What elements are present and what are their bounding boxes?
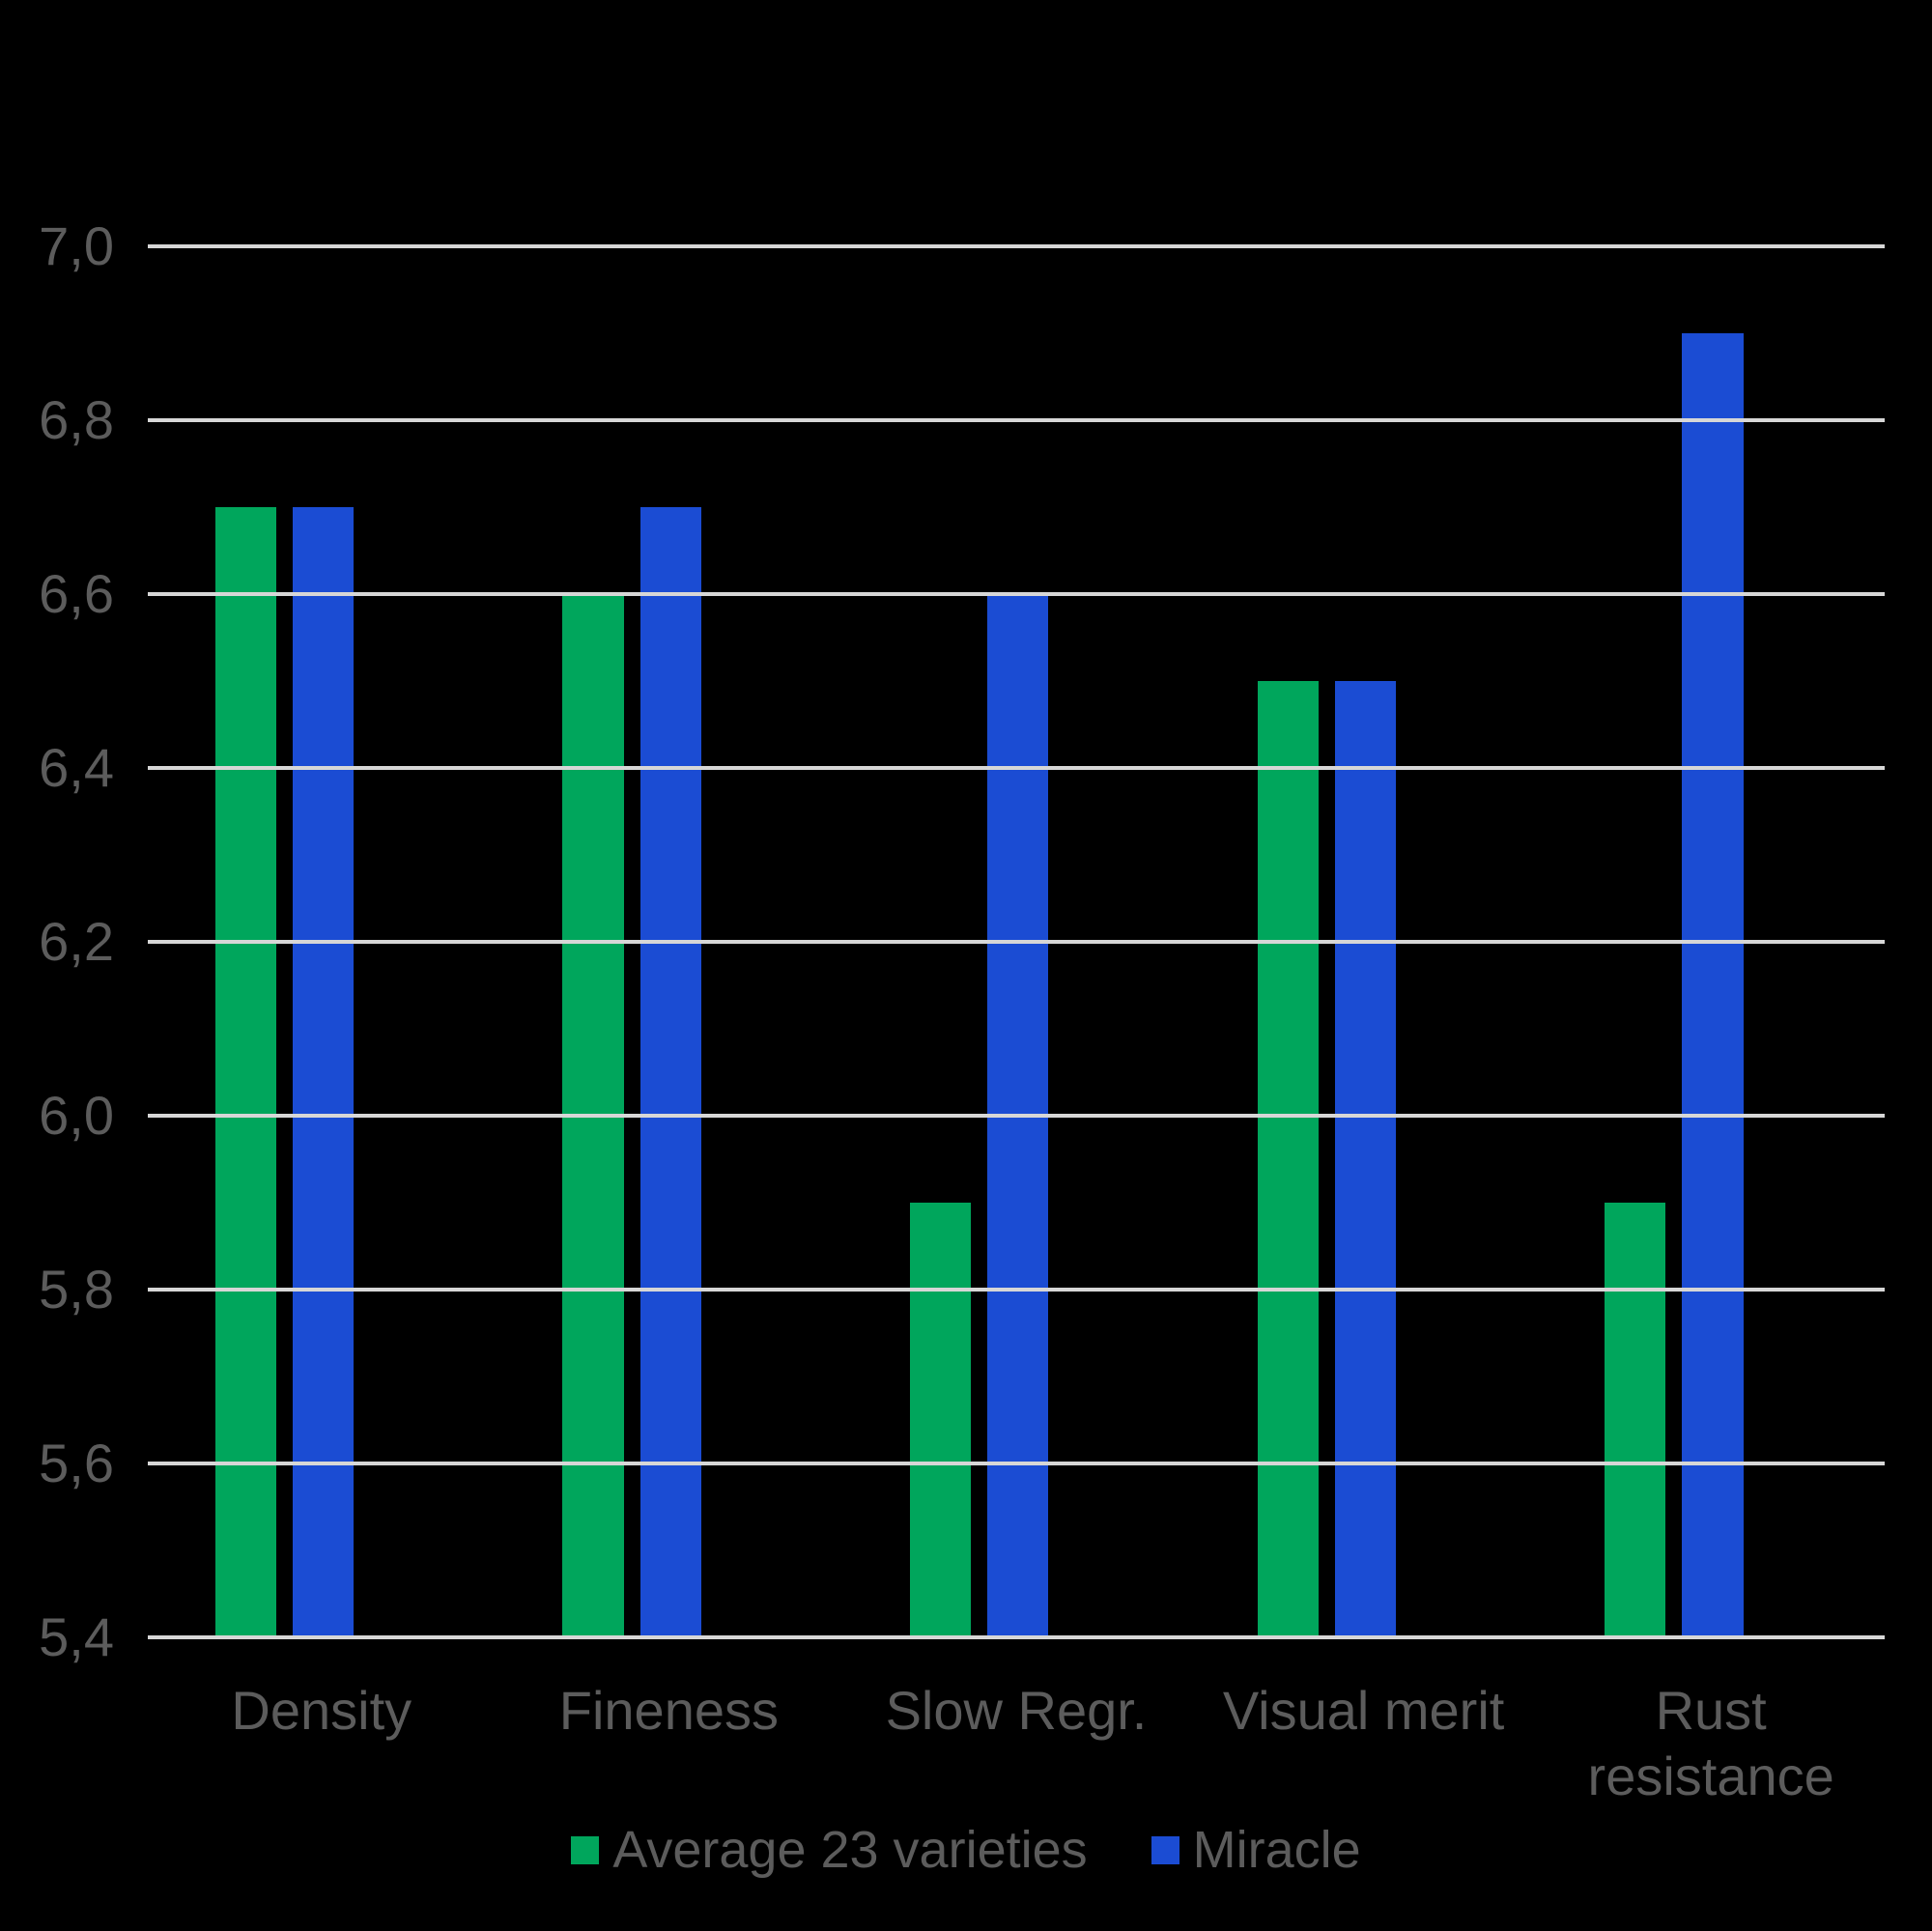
gridline — [148, 1288, 1885, 1292]
y-axis: 7,0 6,8 6,6 6,4 6,2 6,0 5,8 5,6 5,4 — [0, 219, 114, 1664]
plot-area — [148, 244, 1885, 1639]
bar-average-23-varieties — [1257, 681, 1319, 1637]
y-axis-label: 5,4 — [39, 1606, 114, 1667]
legend-item-miracle: Miracle — [1151, 1824, 1361, 1876]
y-axis-label: 7,0 — [39, 215, 114, 276]
x-axis-label: Slow Regr. — [885, 1680, 1148, 1741]
legend-item-average-23-varieties: Average 23 varieties — [571, 1821, 1088, 1879]
gridline — [148, 1114, 1885, 1118]
bar-average-23-varieties — [1605, 1203, 1666, 1637]
bar-miracle — [292, 507, 355, 1637]
gridline — [148, 418, 1885, 422]
x-axis-label: Rust resistance — [1587, 1680, 1834, 1807]
y-axis-label: 6,6 — [39, 563, 114, 624]
gridline — [148, 592, 1885, 596]
gridline — [148, 766, 1885, 770]
y-axis-label: 6,4 — [39, 737, 114, 798]
x-axis-label: Fineness — [558, 1680, 779, 1741]
category-cell — [1537, 246, 1885, 1637]
gridline — [148, 940, 1885, 944]
bar-average-23-varieties — [214, 507, 277, 1637]
category-cell — [148, 246, 496, 1637]
x-axis-label: Density — [231, 1680, 412, 1741]
bar-average-23-varieties — [909, 1203, 972, 1637]
legend-swatch-average-23-varieties — [571, 1835, 600, 1864]
x-axis-label: Visual merit — [1222, 1680, 1505, 1741]
legend-label: Miracle — [1192, 1821, 1361, 1879]
gridline — [148, 244, 1885, 248]
bar-miracle — [1682, 333, 1744, 1637]
legend-label: Average 23 varieties — [612, 1821, 1088, 1879]
gridline — [148, 1635, 1885, 1639]
bar-miracle — [1334, 681, 1396, 1637]
y-axis-label: 5,8 — [39, 1259, 114, 1320]
legend-swatch-miracle — [1151, 1835, 1179, 1864]
y-axis-label: 6,0 — [39, 1085, 114, 1146]
y-axis-label: 6,8 — [39, 389, 114, 450]
bar-miracle — [639, 507, 701, 1637]
x-axis: Density Fineness Slow Regr. Visual merit Rus… — [148, 1678, 1885, 1810]
category-cell — [1190, 246, 1538, 1637]
y-axis-label: 5,6 — [39, 1433, 114, 1493]
gridline — [148, 1462, 1885, 1465]
y-axis-label: 6,2 — [39, 911, 114, 972]
legend: Average 23 varieties Miracle — [0, 1824, 1932, 1876]
